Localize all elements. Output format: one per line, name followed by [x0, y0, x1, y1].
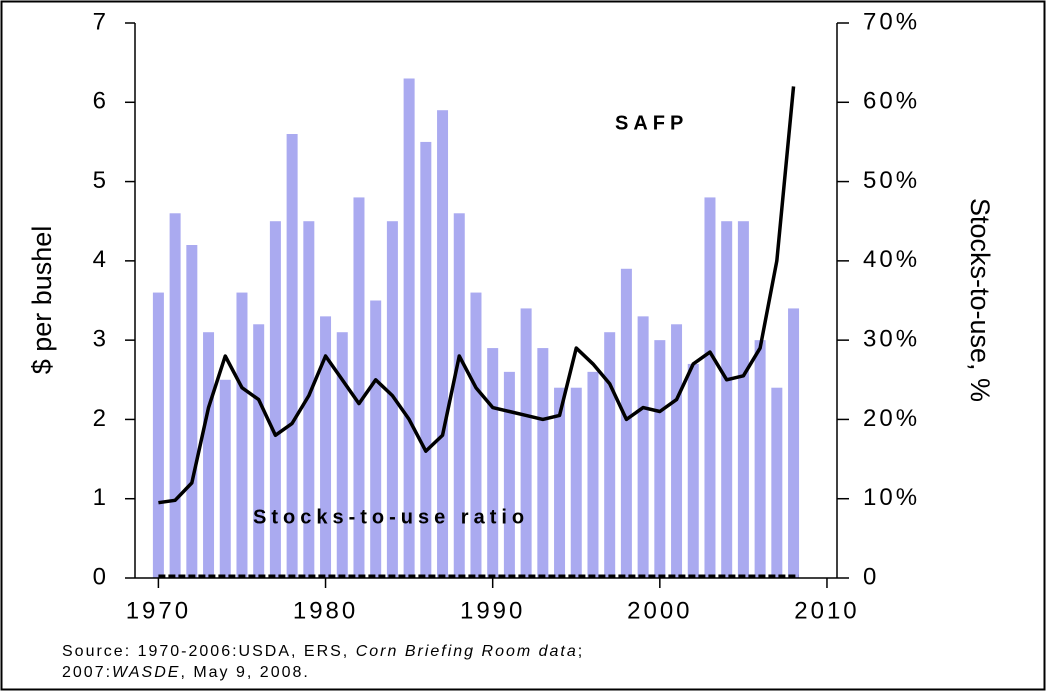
- y-tick-label: 7: [93, 8, 109, 35]
- bar: [503, 371, 515, 578]
- bar: [203, 332, 215, 578]
- y2-tick-label: 0: [863, 563, 879, 590]
- bar: [654, 340, 666, 578]
- bar: [269, 221, 281, 578]
- bar: [687, 363, 699, 578]
- bar: [604, 332, 616, 578]
- bar: [587, 371, 599, 578]
- bar: [537, 348, 549, 578]
- y2-tick-label: 10%: [863, 484, 920, 511]
- x-tick-label: 1980: [293, 597, 358, 624]
- bar: [403, 78, 415, 578]
- series-annotation: SAFP: [615, 112, 688, 134]
- y2-tick-label: 60%: [863, 88, 920, 115]
- bar: [671, 324, 683, 578]
- y-tick-label: 6: [93, 88, 109, 115]
- bar: [152, 292, 164, 578]
- bar: [219, 379, 231, 578]
- y2-tick-label: 20%: [863, 405, 920, 432]
- bar: [286, 134, 298, 578]
- bar: [320, 316, 332, 578]
- bar: [386, 221, 398, 578]
- source-text: ;: [578, 643, 584, 660]
- bar: [704, 197, 716, 578]
- bar: [754, 340, 766, 578]
- x-tick-label: 2010: [794, 597, 859, 624]
- bar: [487, 348, 499, 578]
- bar: [253, 324, 265, 578]
- bar: [169, 213, 181, 579]
- bar: [771, 387, 783, 578]
- bar: [186, 245, 198, 578]
- bar: [737, 221, 749, 578]
- bar: [570, 387, 582, 578]
- source-text: Source: 1970-2006:USDA, ERS,: [62, 643, 356, 660]
- y-tick-label: 3: [93, 325, 109, 352]
- source-line: Source: 1970-2006:USDA, ERS, Corn Briefi…: [62, 643, 584, 660]
- bar: [336, 332, 348, 578]
- y2-axis-label: Stocks-to-use, %: [965, 198, 995, 402]
- bar: [520, 308, 532, 578]
- bar: [470, 292, 482, 578]
- bar: [453, 213, 465, 579]
- bar: [721, 221, 733, 578]
- series-annotation: Stocks-to-use ratio: [253, 506, 529, 528]
- y-axis-label: $ per bushel: [27, 226, 57, 375]
- bar: [637, 316, 649, 578]
- y-tick-label: 2: [93, 405, 109, 432]
- source-text: WASDE: [112, 664, 180, 681]
- y-tick-label: 0: [93, 563, 109, 590]
- y2-tick-label: 50%: [863, 167, 920, 194]
- y2-tick-label: 70%: [863, 8, 920, 35]
- line: [158, 86, 796, 505]
- bar: [370, 300, 382, 578]
- bar: [420, 141, 432, 578]
- bar: [620, 268, 632, 578]
- bar: [437, 110, 449, 578]
- bar: [303, 221, 315, 578]
- y2-tick-label: 30%: [863, 325, 920, 352]
- y-tick-label: 1: [93, 484, 109, 511]
- bar: [788, 308, 800, 578]
- x-tick-label: 2000: [627, 597, 692, 624]
- y-tick-label: 5: [93, 167, 109, 194]
- source-line: 2007:WASDE, May 9, 2008.: [62, 664, 310, 681]
- source-text: , May 9, 2008.: [180, 664, 309, 681]
- source-text: 2007:: [62, 664, 112, 681]
- bar: [554, 387, 566, 578]
- y2-tick-label: 40%: [863, 246, 920, 273]
- plot: 0 1 2 3 4 5 6 7 0 10% 20% 30% 40% 50% 60% 70% 1970 1980 19…: [93, 8, 920, 624]
- x-tick-label: 1970: [126, 597, 191, 624]
- bar: [236, 292, 248, 578]
- source-text: Corn Briefing Room data: [356, 643, 578, 660]
- bar: [353, 197, 365, 578]
- y-tick-label: 4: [93, 246, 109, 273]
- x-tick-label: 1990: [460, 597, 525, 624]
